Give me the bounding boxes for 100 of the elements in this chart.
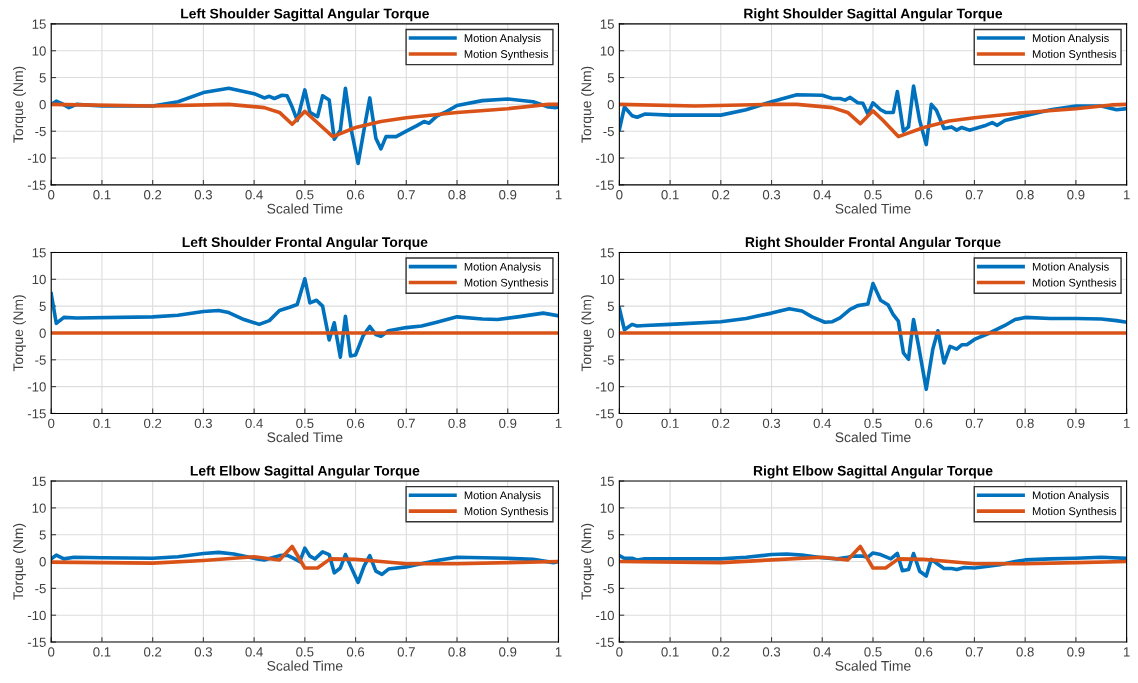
y-tick-label: 0 — [39, 557, 46, 567]
y-tick-label: -5 — [603, 584, 614, 594]
x-tick-label: 0.6 — [346, 190, 365, 200]
y-axis-title: Torque (Nm) — [12, 523, 26, 600]
y-tick-label: 5 — [39, 301, 46, 312]
line-series — [51, 276, 559, 359]
y-tick-label: 5 — [39, 73, 46, 83]
x-tick-label: 1 — [555, 647, 562, 657]
x-tick-label: 0.1 — [93, 190, 111, 200]
x-axis-title: Scaled Time — [267, 203, 343, 214]
x-tick-label: 0.1 — [93, 647, 111, 657]
legend-label: Motion Analysis — [464, 262, 541, 273]
x-tick-label: 0.5 — [864, 418, 882, 428]
x-tick-label: 0.1 — [93, 418, 111, 428]
y-axis-title: Torque (Nm) — [12, 295, 26, 372]
x-tick-label: 0.1 — [661, 418, 679, 428]
x-tick-label: 0.7 — [397, 190, 415, 200]
x-axis-title: Scaled Time — [835, 203, 911, 214]
line-series — [51, 102, 559, 139]
x-tick-label: 0 — [48, 190, 55, 200]
x-tick-label: 0.9 — [1067, 190, 1085, 200]
x-tick-label: 0.3 — [762, 647, 781, 657]
x-tick-label: 0.6 — [346, 647, 365, 657]
y-tick-label: -10 — [27, 382, 46, 392]
y-tick-label: 10 — [600, 503, 614, 513]
x-axis-title: Scaled Time — [835, 660, 911, 671]
x-tick-label: 1 — [1123, 418, 1130, 428]
x-tick-label: 0.9 — [499, 418, 517, 428]
x-tick-label: 0 — [48, 418, 55, 428]
y-tick-label: -5 — [603, 355, 614, 365]
x-tick-label: 1 — [1123, 190, 1130, 200]
x-tick-label: 0.2 — [712, 418, 730, 428]
x-tick-label: 1 — [1123, 647, 1130, 657]
x-tick-label: 0 — [616, 418, 623, 428]
y-tick-label: 10 — [32, 274, 46, 285]
x-tick-label: 0.5 — [296, 190, 314, 200]
x-tick-label: 0.5 — [296, 418, 314, 428]
x-axis-title: Scaled Time — [267, 660, 343, 671]
y-tick-label: 0 — [607, 328, 614, 338]
x-tick-label: 0.8 — [448, 190, 466, 200]
line-series — [619, 102, 1127, 139]
y-tick-label: 15 — [32, 476, 46, 486]
y-tick-label: 0 — [39, 99, 46, 110]
chart-title: Left Shoulder Sagittal Angular Torque — [181, 8, 429, 22]
x-tick-label: 1 — [555, 190, 562, 200]
x-tick-label: 0.7 — [965, 647, 983, 657]
legend-label: Motion Synthesis — [1032, 278, 1117, 289]
y-tick-label: -15 — [596, 637, 614, 647]
y-tick-label: 10 — [32, 503, 46, 513]
x-tick-label: 0.3 — [194, 190, 212, 200]
x-tick-label: 0.2 — [144, 190, 162, 200]
x-axis-title: Scaled Time — [267, 432, 343, 443]
y-tick-label: -10 — [596, 153, 614, 163]
x-tick-label: 0.3 — [762, 190, 781, 200]
x-tick-label: 0.4 — [245, 190, 263, 200]
legend-label: Motion Analysis — [464, 33, 541, 45]
y-tick-label: -10 — [596, 610, 614, 621]
y-axis-title: Torque (Nm) — [12, 66, 26, 143]
x-tick-label: 1 — [555, 418, 562, 428]
chart-title: Right Elbow Sagittal Angular Torque — [753, 465, 993, 479]
y-tick-label: 15 — [32, 19, 46, 29]
x-tick-label: 0.4 — [245, 418, 263, 428]
x-tick-label: 0.6 — [915, 647, 933, 657]
y-tick-label: 5 — [39, 530, 46, 540]
x-tick-label: 0.5 — [296, 647, 314, 657]
x-tick-label: 0.2 — [712, 190, 730, 200]
legend-label: Motion Synthesis — [464, 506, 549, 518]
y-tick-label: 5 — [607, 73, 614, 83]
chart-title: Left Shoulder Frontal Angular Torque — [182, 236, 428, 250]
x-tick-label: 0.2 — [144, 647, 162, 657]
x-tick-label: 0.1 — [661, 190, 679, 200]
y-tick-label: -10 — [27, 610, 46, 621]
legend-label: Motion Analysis — [1032, 33, 1109, 45]
y-tick-label: -10 — [596, 382, 614, 392]
chart-title: Left Elbow Sagittal Angular Torque — [190, 465, 420, 479]
x-tick-label: 0 — [616, 190, 623, 200]
legend-label: Motion Synthesis — [464, 49, 549, 61]
legend-label: Motion Synthesis — [1032, 506, 1117, 518]
y-axis-title: Torque (Nm) — [581, 295, 595, 372]
x-tick-label: 0.3 — [194, 647, 212, 657]
y-tick-label: 0 — [607, 557, 614, 567]
x-tick-label: 0.7 — [397, 418, 415, 428]
y-tick-label: -5 — [35, 355, 46, 365]
x-tick-label: 0.4 — [813, 418, 832, 428]
legend-label: Motion Analysis — [464, 491, 541, 502]
y-tick-label: -15 — [27, 180, 46, 190]
y-axis-title: Torque (Nm) — [581, 66, 595, 143]
x-tick-label: 0.6 — [915, 418, 933, 428]
x-tick-label: 0.8 — [1016, 190, 1034, 200]
y-tick-label: 15 — [600, 248, 614, 258]
x-tick-label: 0.4 — [813, 647, 832, 657]
y-tick-label: -15 — [596, 409, 614, 419]
legend-label: Motion Analysis — [1032, 262, 1109, 273]
x-tick-label: 0 — [48, 647, 55, 657]
x-tick-label: 0.9 — [1067, 647, 1085, 657]
x-tick-label: 0.7 — [965, 418, 983, 428]
x-tick-label: 0.2 — [712, 647, 730, 657]
y-tick-label: -5 — [35, 584, 46, 594]
line-series — [619, 544, 1127, 570]
x-tick-label: 0.7 — [397, 647, 415, 657]
